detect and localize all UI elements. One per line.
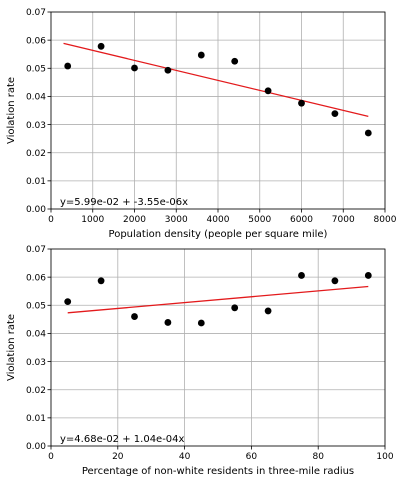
data-point — [331, 110, 339, 117]
y-tick-label: 0.02 — [26, 386, 46, 396]
x-tick-label: 0 — [48, 215, 54, 225]
y-tick-label: 0.06 — [26, 273, 46, 283]
x-tick-label: 40 — [179, 452, 191, 462]
y-tick-label: 0.05 — [26, 301, 46, 311]
data-point — [331, 277, 339, 285]
x-tick-label: 8000 — [374, 215, 397, 225]
regression-line — [63, 42, 369, 117]
data-point — [164, 66, 172, 74]
data-point — [197, 51, 205, 59]
y-tick-label: 0.03 — [26, 121, 46, 131]
data-point — [97, 42, 105, 50]
y-tick-label: 0.04 — [26, 330, 46, 340]
y-tick-label: 0.00 — [26, 442, 46, 452]
fit-equation: y=4.68e-02 + 1.04e-04x — [60, 434, 185, 445]
x-tick-label: 5000 — [248, 215, 271, 225]
data-point — [298, 99, 305, 107]
y-tick-label: 0.03 — [26, 358, 46, 368]
x-tick-label: 20 — [112, 452, 124, 462]
x-tick-label: 6000 — [290, 215, 313, 225]
x-tick-label: 4000 — [207, 215, 230, 225]
y-tick-label: 0.06 — [26, 36, 46, 46]
fit-equation: y=5.99e-02 + -3.55e-06x — [60, 197, 188, 208]
x-tick-label: 7000 — [332, 215, 355, 225]
data-point — [298, 272, 305, 279]
y-tick-label: 0.05 — [26, 64, 46, 74]
chart-panel-nonwhite: 0 20 40 60 80 100 0.00 0.01 0.02 0.03 0.04 0.05 0.06… — [6, 245, 394, 477]
data-point — [164, 319, 172, 326]
regression-line — [67, 285, 369, 314]
y-axis-label: Violation rate — [6, 77, 17, 144]
x-tick-label: 1000 — [81, 215, 104, 225]
x-tick-label: 0 — [48, 452, 54, 462]
data-point — [231, 304, 239, 312]
plot-frame — [50, 248, 386, 447]
y-tick-label: 0.04 — [26, 93, 46, 103]
data-point — [131, 64, 138, 72]
data-point — [264, 87, 272, 95]
data-point — [364, 129, 372, 137]
data-point — [64, 62, 72, 70]
x-tick-label: 3000 — [165, 215, 188, 225]
x-axis-label: Percentage of non-white residents in thr… — [82, 466, 354, 477]
data-point — [131, 313, 138, 320]
x-axis-label: Population density (people per square mi… — [109, 229, 328, 240]
data-point — [264, 307, 272, 315]
y-tick-label: 0.00 — [26, 205, 46, 215]
y-tick-label: 0.07 — [26, 8, 46, 18]
x-tick-label: 2000 — [123, 215, 146, 225]
x-tick-label: 100 — [376, 452, 393, 462]
y-tick-label: 0.07 — [26, 245, 46, 255]
y-tick-label: 0.01 — [26, 414, 46, 424]
y-tick-label: 0.01 — [26, 177, 46, 187]
data-point — [197, 319, 205, 327]
data-point — [97, 277, 105, 285]
x-tick-label: 60 — [246, 452, 258, 462]
data-point — [231, 57, 239, 65]
x-tick-label: 80 — [312, 452, 324, 462]
chart-panel-density: 0 1000 2000 3000 4000 5000 6000 7000 8000 0.00 0.0… — [6, 8, 397, 240]
y-axis-label: Violation rate — [6, 314, 17, 381]
data-point — [64, 298, 72, 306]
data-point — [364, 272, 372, 279]
y-tick-label: 0.02 — [26, 149, 46, 159]
